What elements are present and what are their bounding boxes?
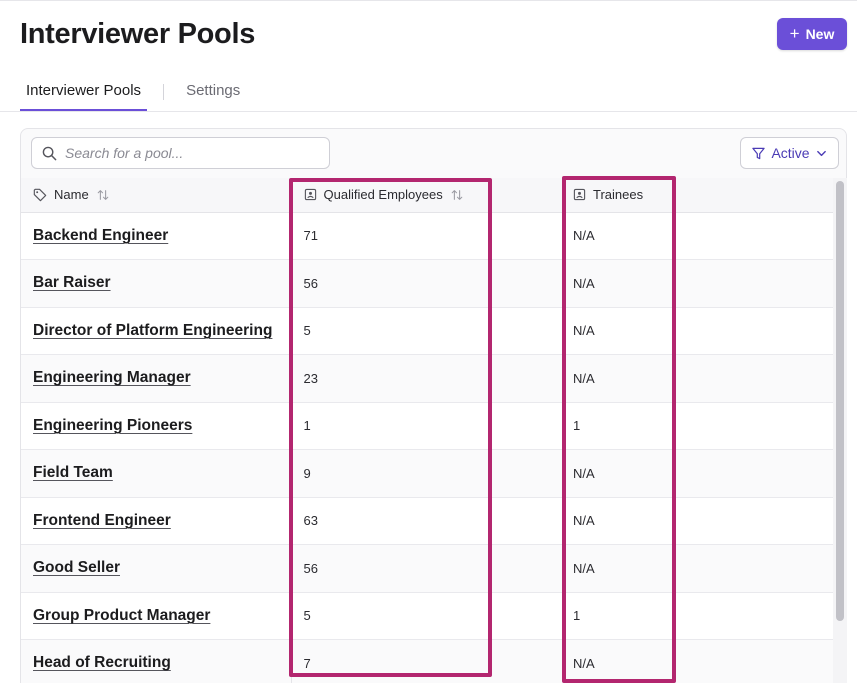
trainees-count-cell: N/A	[561, 212, 833, 260]
pool-name-cell: Engineering Manager	[21, 354, 292, 403]
column-header-label: Trainees	[593, 187, 644, 203]
search-box[interactable]	[31, 137, 330, 169]
qualified-count-cell: 1	[291, 402, 561, 450]
tab-settings[interactable]: Settings	[186, 82, 241, 99]
qualified-count-cell: 9	[291, 449, 561, 498]
trainees-count-cell: N/A	[561, 307, 833, 355]
top-divider	[0, 0, 857, 1]
table-row[interactable]: Director of Platform Engineering 5 N/A	[21, 307, 833, 355]
search-icon	[42, 146, 57, 161]
page-title: Interviewer Pools	[20, 18, 256, 50]
table-row[interactable]: Group Product Manager 5 1	[21, 592, 833, 640]
sort-icon[interactable]	[450, 188, 464, 202]
pool-name-cell: Backend Engineer	[21, 212, 292, 260]
pool-name-cell: Group Product Manager	[21, 592, 292, 640]
pool-name-cell: Field Team	[21, 449, 292, 498]
filter-icon	[752, 147, 766, 160]
pools-table: Name Qualified Employees	[21, 178, 833, 683]
new-button-label: New	[805, 26, 835, 42]
plus-icon: +	[789, 24, 800, 43]
pool-name-cell: Director of Platform Engineering	[21, 307, 292, 355]
trainees-count-cell: 1	[561, 402, 833, 450]
pool-name-link[interactable]: Head of Recruiting	[33, 654, 171, 672]
pool-name-cell: Engineering Pioneers	[21, 402, 292, 450]
table-row[interactable]: Backend Engineer 71 N/A	[21, 212, 833, 260]
column-header-name[interactable]: Name	[21, 178, 292, 213]
qualified-count-cell: 23	[291, 354, 561, 403]
pool-name-link[interactable]: Good Seller	[33, 559, 120, 577]
id-badge-icon	[304, 188, 317, 201]
trainees-count-cell: N/A	[561, 497, 833, 545]
table-row[interactable]: Field Team 9 N/A	[21, 449, 833, 498]
scrollbar-thumb[interactable]	[836, 181, 844, 621]
trainees-count-cell: N/A	[561, 544, 833, 593]
table-row[interactable]: Head of Recruiting 7 N/A	[21, 639, 833, 683]
tabs-divider	[0, 111, 857, 112]
pool-name-link[interactable]: Bar Raiser	[33, 274, 111, 292]
id-badge-icon	[573, 188, 586, 201]
trainees-count-cell: 1	[561, 592, 833, 640]
column-header-label: Qualified Employees	[323, 187, 443, 203]
column-header-trainees[interactable]: Trainees	[561, 178, 833, 213]
table-header-row: Name Qualified Employees	[21, 178, 833, 213]
table-row[interactable]: Frontend Engineer 63 N/A	[21, 497, 833, 545]
table-row[interactable]: Engineering Manager 23 N/A	[21, 354, 833, 403]
column-header-qualified-employees[interactable]: Qualified Employees	[291, 178, 561, 213]
table-row[interactable]: Good Seller 56 N/A	[21, 544, 833, 593]
pool-name-cell: Frontend Engineer	[21, 497, 292, 545]
table-row[interactable]: Bar Raiser 56 N/A	[21, 259, 833, 308]
qualified-count-cell: 71	[291, 212, 561, 260]
qualified-count-cell: 56	[291, 259, 561, 308]
column-header-label: Name	[54, 187, 89, 203]
pool-name-cell: Good Seller	[21, 544, 292, 593]
trainees-count-cell: N/A	[561, 639, 833, 683]
sort-icon[interactable]	[96, 188, 110, 202]
tab-bar: Interviewer Pools Settings	[20, 78, 246, 112]
filter-label: Active	[771, 145, 810, 161]
qualified-count-cell: 5	[291, 307, 561, 355]
qualified-count-cell: 5	[291, 592, 561, 640]
qualified-count-cell: 56	[291, 544, 561, 593]
pool-name-link[interactable]: Group Product Manager	[33, 606, 211, 624]
tab-separator	[163, 84, 165, 100]
chevron-down-icon	[816, 148, 827, 159]
pool-name-link[interactable]: Engineering Pioneers	[33, 416, 193, 434]
tab-interviewer-pools[interactable]: Interviewer Pools	[20, 78, 148, 111]
tag-icon	[33, 188, 47, 202]
pool-name-link[interactable]: Field Team	[33, 464, 113, 482]
pool-name-link[interactable]: Frontend Engineer	[33, 511, 171, 529]
pool-name-link[interactable]: Director of Platform Engineering	[33, 321, 273, 339]
status-filter-dropdown[interactable]: Active	[740, 137, 839, 169]
table-row[interactable]: Engineering Pioneers 1 1	[21, 402, 833, 450]
qualified-count-cell: 7	[291, 639, 561, 683]
search-input[interactable]	[65, 145, 315, 161]
pool-name-link[interactable]: Engineering Manager	[33, 369, 191, 387]
pools-panel: Active Name	[20, 128, 847, 683]
trainees-count-cell: N/A	[561, 449, 833, 498]
trainees-count-cell: N/A	[561, 259, 833, 308]
pool-name-cell: Bar Raiser	[21, 259, 292, 308]
qualified-count-cell: 63	[291, 497, 561, 545]
trainees-count-cell: N/A	[561, 354, 833, 403]
new-pool-button[interactable]: + New	[777, 18, 847, 50]
pool-name-cell: Head of Recruiting	[21, 639, 292, 683]
pool-name-link[interactable]: Backend Engineer	[33, 226, 169, 244]
pools-table-container: Name Qualified Employees	[21, 178, 833, 683]
